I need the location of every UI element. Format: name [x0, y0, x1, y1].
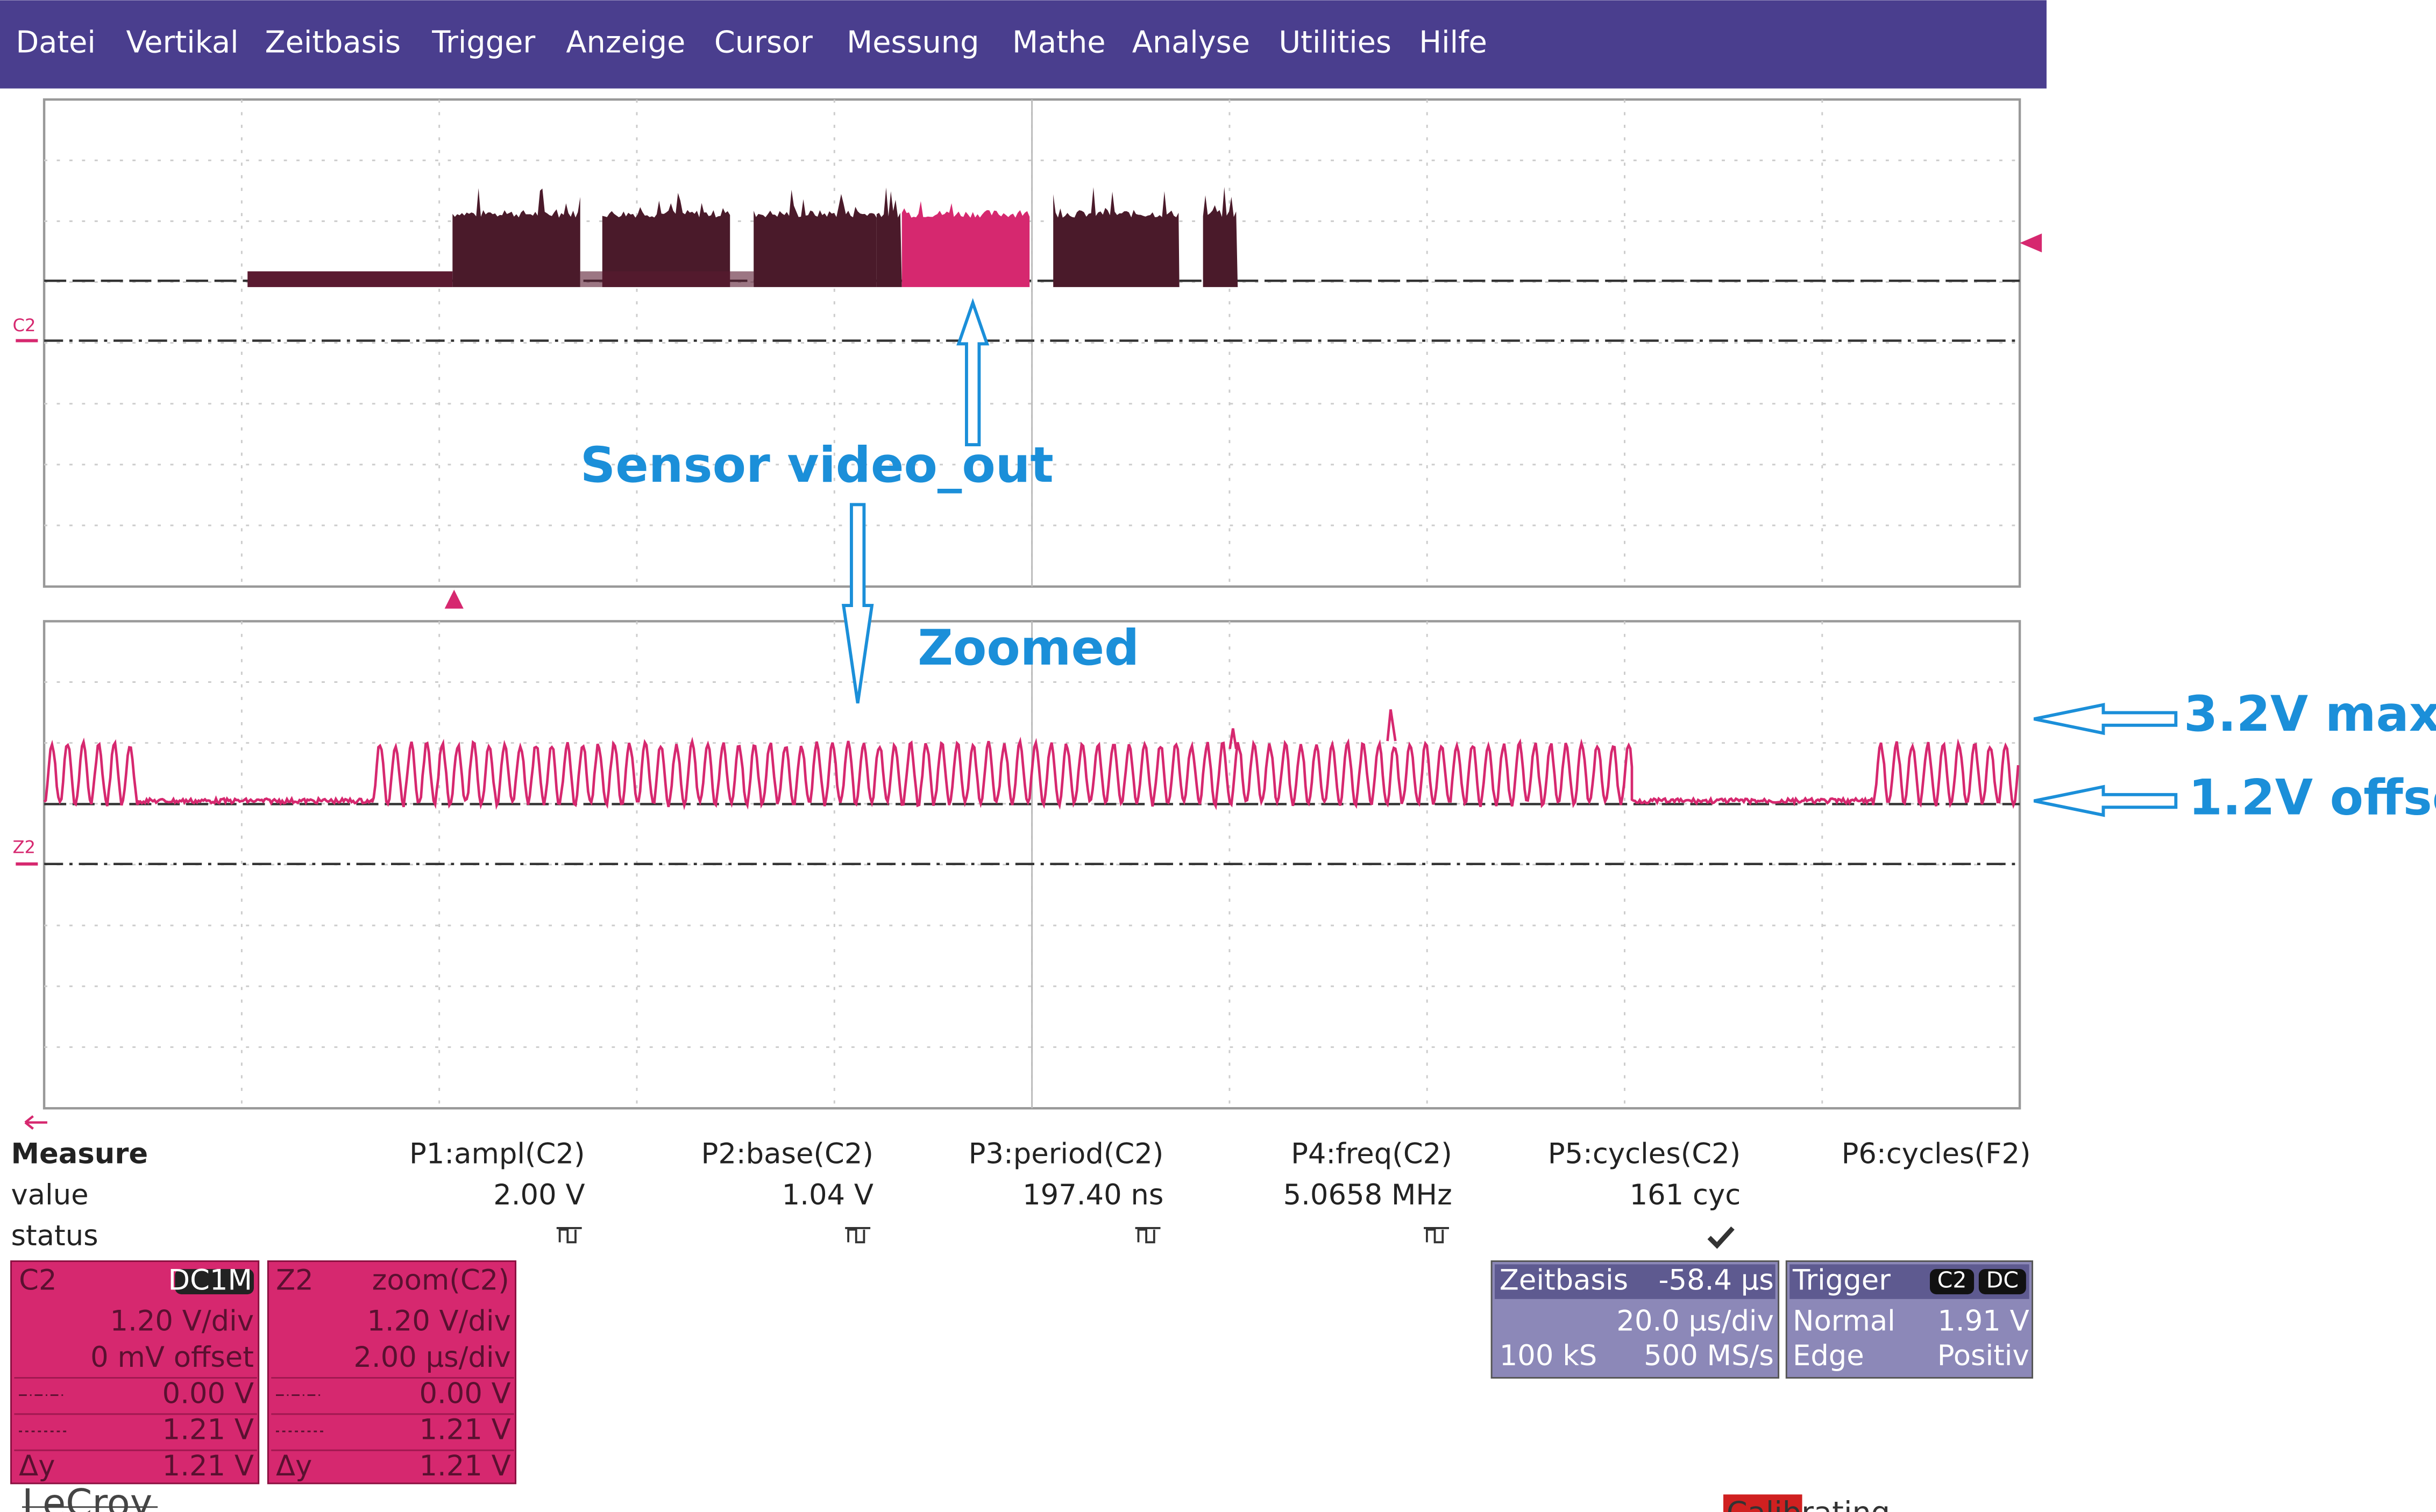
column-header[interactable]: P1:ampl(C2) [409, 1138, 585, 1171]
cursor-value: 1.21 V [162, 1450, 254, 1482]
annotation: 1.2V offset [2189, 769, 2436, 826]
measure-title: Measure [11, 1138, 148, 1171]
menu-item[interactable]: Trigger [431, 25, 535, 60]
column-header[interactable]: P4:freq(C2) [1291, 1138, 1452, 1171]
menu-item[interactable]: Anzeige [566, 25, 685, 60]
channel-box[interactable] [267, 1260, 517, 1485]
trace-gap [580, 271, 754, 287]
cursor-delta: Δy [19, 1450, 55, 1482]
timebase-delay: -58.4 µs [1659, 1264, 1774, 1296]
trace-burst [1203, 187, 1238, 287]
trace-burst [1053, 187, 1180, 287]
trace-ground-markers [16, 339, 38, 866]
value: 197.40 ns [1022, 1179, 1163, 1211]
timebase-samples: 100 kS [1500, 1339, 1597, 1372]
value: 2.00 V [493, 1179, 585, 1211]
cursor-value: 0.00 V [419, 1377, 510, 1410]
trigger-coupling: DC [1986, 1267, 2019, 1293]
trigger-slope: Positiv [1937, 1339, 2029, 1372]
cursor-value: 1.21 V [162, 1414, 254, 1446]
annotation: 3.2V max [2184, 686, 2436, 743]
zoom-marker [444, 589, 464, 609]
trigger-title: Trigger [1792, 1264, 1891, 1296]
annotation-arrows [841, 298, 2178, 817]
badge [1930, 1269, 1975, 1295]
status-check [1707, 1226, 1735, 1249]
menu-item[interactable]: Zeitbasis [265, 25, 401, 60]
channel-name: C2 [19, 1264, 56, 1296]
timebase-rate: 500 MS/s [1644, 1339, 1774, 1372]
trace-burst [602, 192, 730, 287]
column-header[interactable]: P5:cycles(C2) [1548, 1138, 1741, 1171]
channel-name: Z2 [276, 1264, 314, 1296]
calibrating-highlight [1723, 1494, 1802, 1512]
trace-burst [901, 201, 1030, 287]
channel-box[interactable] [10, 1260, 260, 1485]
channel-setting: 0 mV offset [90, 1341, 254, 1374]
trace-burst [754, 189, 877, 287]
menu-item[interactable]: Mathe [1012, 25, 1106, 60]
status-icon [1135, 1227, 1161, 1244]
trigger-source: C2 [1937, 1267, 1967, 1293]
menu-item[interactable]: Analyse [1132, 25, 1250, 60]
channel-setting: 1.20 V/div [367, 1304, 510, 1337]
channel-setting: 1.20 V/div [110, 1304, 254, 1337]
annotation: Sensor video_out [580, 437, 1054, 494]
menu-item[interactable]: Hilfe [1419, 25, 1487, 60]
trace-burst [452, 188, 580, 287]
trace-burst [876, 187, 902, 287]
timebase-header [1494, 1264, 1775, 1299]
channel-setting: 2.00 µs/div [353, 1341, 510, 1374]
value: 5.0658 MHz [1283, 1179, 1452, 1211]
channel-tag: zoom(C2) [372, 1264, 509, 1296]
trigger-level-marker [2020, 233, 2042, 253]
cursor-value: 1.21 V [419, 1450, 510, 1482]
timebase-title: Zeitbasis [1500, 1264, 1628, 1296]
row-label: value [11, 1179, 89, 1211]
status-text: Calibrating [1727, 1496, 1890, 1512]
column-header[interactable]: P3:period(C2) [969, 1138, 1164, 1171]
menu-item[interactable]: Cursor [714, 25, 813, 60]
row-label: status [11, 1219, 98, 1252]
trace-label: C2 [12, 315, 35, 336]
trigger-mode: Normal [1793, 1304, 1895, 1337]
spike [1228, 709, 1397, 750]
trigger-type: Edge [1793, 1339, 1864, 1372]
status-icon [556, 1227, 582, 1244]
menu-item[interactable]: Utilities [1279, 25, 1391, 60]
badge [175, 1269, 254, 1295]
zoom-trace [43, 736, 2020, 810]
trace-label: Z2 [12, 837, 35, 857]
annotation: Zoomed [918, 620, 1139, 676]
menu-item[interactable]: Vertikal [126, 25, 239, 60]
menu-item[interactable]: Messung [847, 25, 979, 60]
column-header[interactable]: P2:base(C2) [701, 1138, 873, 1171]
cursor-delta: Δy [276, 1450, 312, 1482]
scroll-arrow [24, 1115, 47, 1130]
cursor-value: 1.21 V [419, 1414, 510, 1446]
status-icon [845, 1227, 871, 1244]
value: 161 cyc [1630, 1179, 1741, 1211]
badge [1978, 1269, 2026, 1295]
menu: Datei Vertikal Zeitbasis Trigger Anzeige Curs… [16, 25, 1487, 60]
channel-tag: DC1M [168, 1264, 252, 1296]
menu-item[interactable]: Datei [16, 25, 96, 60]
trigger-level: 1.91 V [1937, 1304, 2029, 1337]
column-header[interactable]: P6:cycles(F2) [1842, 1138, 2031, 1171]
measure-table: P1:ampl(C2) 2.00 V P2:base(C2) 1.04 V P3:per… [409, 1138, 2031, 1249]
trace-low [247, 271, 453, 287]
cursor-value: 0.00 V [162, 1377, 254, 1410]
status-icon [1424, 1227, 1449, 1244]
timebase-per-div: 20.0 µs/div [1616, 1304, 1773, 1337]
menu-bar [0, 0, 2047, 89]
waveforms [43, 187, 2020, 865]
value: 1.04 V [782, 1179, 873, 1211]
